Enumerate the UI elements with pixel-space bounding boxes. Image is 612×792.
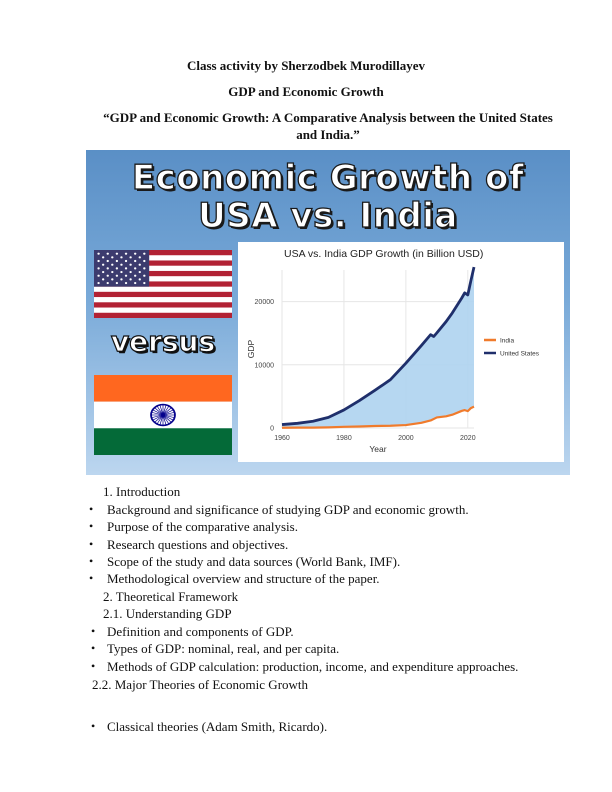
list-item: Purpose of the comparative analysis. — [107, 519, 298, 534]
versus-label: versus — [110, 324, 216, 358]
series-line-india — [281, 405, 475, 429]
chart-title: USA vs. India GDP Growth (in Billion USD… — [284, 248, 483, 260]
bullet-icon: • — [91, 641, 96, 655]
subject-heading: GDP and Economic Growth — [228, 84, 384, 99]
list-item: Types of GDP: nominal, real, and per cap… — [107, 641, 340, 656]
document-title: “GDP and Economic Growth: A Comparative … — [103, 110, 553, 142]
hero-image: Economic Growth of USA vs. India versus … — [86, 150, 570, 475]
bullet-icon: • — [89, 519, 94, 533]
gdp-chart: USA vs. India GDP Growth (in Billion USD… — [238, 242, 564, 462]
y-tick-label: 0 — [270, 426, 274, 433]
bullet-icon: • — [89, 537, 94, 551]
series-line-united-states — [281, 266, 476, 426]
x-tick-label: 1960 — [274, 435, 290, 442]
x-tick-label: 2020 — [460, 435, 476, 442]
legend-label: India — [500, 338, 514, 345]
bullet-icon: • — [91, 719, 96, 733]
y-tick-label: 10000 — [255, 362, 275, 369]
activity-heading: Class activity by Sherzodbek Murodillaye… — [186, 58, 426, 73]
list-item: Definition and components of GDP. — [107, 624, 294, 639]
bullet-icon: • — [91, 624, 96, 638]
bullet-icon: • — [89, 571, 94, 585]
y-tick-label: 20000 — [255, 299, 275, 306]
x-tick-label: 2000 — [398, 435, 414, 442]
subsection-understanding-gdp: 2.1. Understanding GDP — [103, 606, 232, 621]
section-theoretical-framework: 2. Theoretical Framework — [103, 589, 239, 604]
bullet-icon: • — [89, 502, 94, 516]
y-axis-label: GDP — [246, 339, 256, 358]
list-item: Scope of the study and data sources (Wor… — [107, 554, 401, 569]
legend-label: United States — [500, 351, 540, 358]
usa-flag-icon — [94, 250, 232, 318]
india-flag-icon — [94, 375, 232, 455]
bullet-icon: • — [89, 554, 94, 568]
x-axis-label: Year — [369, 444, 386, 454]
list-item: Methodological overview and structure of… — [107, 571, 380, 586]
x-tick-label: 1980 — [336, 435, 352, 442]
list-item: Methods of GDP calculation: production, … — [107, 659, 519, 674]
list-item: Background and significance of studying … — [107, 502, 469, 517]
gap-area — [282, 267, 474, 428]
list-item: Classical theories (Adam Smith, Ricardo)… — [107, 719, 328, 734]
subsection-major-theories: 2.2. Major Theories of Economic Growth — [92, 677, 309, 692]
list-item: Research questions and objectives. — [107, 537, 289, 552]
section-introduction: 1. Introduction — [103, 484, 181, 499]
banner-title-line1: Economic Growth of — [131, 157, 525, 198]
bullet-icon: • — [91, 659, 96, 673]
banner-title-line2: USA vs. India — [197, 195, 458, 236]
